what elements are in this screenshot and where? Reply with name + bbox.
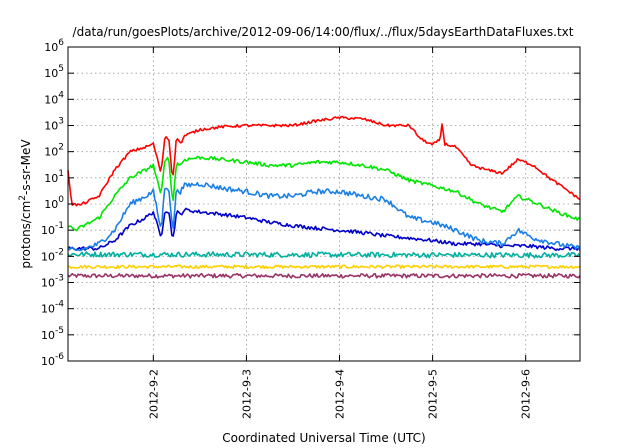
y-axis-title-sup: 2 <box>18 195 28 201</box>
y-tick-label: 10-2 <box>41 247 64 263</box>
y-axis-title: protons/cm2-s-sr-MeV <box>18 139 33 269</box>
series-line <box>67 115 581 207</box>
y-tick-label: 10-4 <box>41 300 64 316</box>
series-line <box>67 272 581 279</box>
series-line <box>67 181 581 252</box>
y-tick-label-base: 10 <box>41 355 55 368</box>
y-tick-label-base: 10 <box>44 172 58 185</box>
y-tick-label-exp: -5 <box>55 326 64 336</box>
x-axis-title: Coordinated Universal Time (UTC) <box>222 431 425 445</box>
y-tick-label-base: 10 <box>41 329 55 342</box>
y-tick-label-exp: 4 <box>58 90 64 100</box>
y-tick-label-exp: 5 <box>58 64 64 74</box>
y-tick-label: 105 <box>44 64 64 80</box>
y-tick-label-base: 10 <box>41 303 55 316</box>
y-tick-label-base: 10 <box>44 120 58 133</box>
y-tick-label-exp: 6 <box>58 38 64 48</box>
y-tick-label-exp: -3 <box>55 274 64 284</box>
x-tick-label: 2012-9-3 <box>240 369 253 419</box>
y-tick-label-base: 10 <box>44 146 58 159</box>
x-axis: 2012-9-2 2012-9-3 2012-9-4 2012-9-5 2012-9-6 <box>147 47 533 419</box>
y-tick-label-base: 10 <box>41 224 55 237</box>
y-axis: 10610510410310210110010-110-210-310-410-… <box>41 38 580 368</box>
y-tick-label: 100 <box>44 195 64 211</box>
y-tick-label-base: 10 <box>41 250 55 263</box>
grid <box>68 47 580 361</box>
y-tick-label-base: 10 <box>41 277 55 290</box>
series-line <box>67 207 581 251</box>
chart-title: /data/run/goesPlots/archive/2012-09-06/1… <box>73 25 574 39</box>
y-tick-label: 102 <box>44 143 64 159</box>
y-tick-label: 10-1 <box>41 221 64 237</box>
y-tick-label: 104 <box>44 90 64 106</box>
y-tick-label-base: 10 <box>44 93 58 106</box>
series-line <box>67 264 581 270</box>
y-tick-label-exp: -2 <box>55 247 64 257</box>
x-tick-label: 2012-9-2 <box>147 369 160 419</box>
y-tick-label-base: 10 <box>44 67 58 80</box>
y-tick-label: 106 <box>44 38 64 54</box>
y-axis-title-rest: -s-sr-MeV <box>19 139 33 195</box>
y-tick-label: 103 <box>44 117 64 133</box>
y-axis-title-base: protons/cm <box>19 201 33 269</box>
y-tick-label-exp: 1 <box>58 169 64 179</box>
y-tick-label-exp: -1 <box>55 221 64 231</box>
y-tick-label: 10-5 <box>41 326 64 342</box>
series-line <box>67 251 581 259</box>
y-tick-label-base: 10 <box>44 41 58 54</box>
x-tick-label: 2012-9-4 <box>334 369 347 419</box>
y-tick-label-exp: 2 <box>58 143 64 153</box>
y-tick-label: 101 <box>44 169 64 185</box>
x-tick-label: 2012-9-6 <box>520 369 533 419</box>
y-tick-label-exp: -6 <box>55 352 64 362</box>
y-tick-label-base: 10 <box>44 198 58 211</box>
x-tick-label: 2012-9-5 <box>427 369 440 419</box>
y-tick-label: 10-6 <box>41 352 64 368</box>
y-tick-label-exp: -4 <box>55 300 64 310</box>
y-tick-label-exp: 3 <box>58 117 64 127</box>
y-tick-label-exp: 0 <box>58 195 64 205</box>
series-line <box>67 155 581 232</box>
series-layer <box>67 115 581 279</box>
y-tick-label: 10-3 <box>41 274 64 290</box>
